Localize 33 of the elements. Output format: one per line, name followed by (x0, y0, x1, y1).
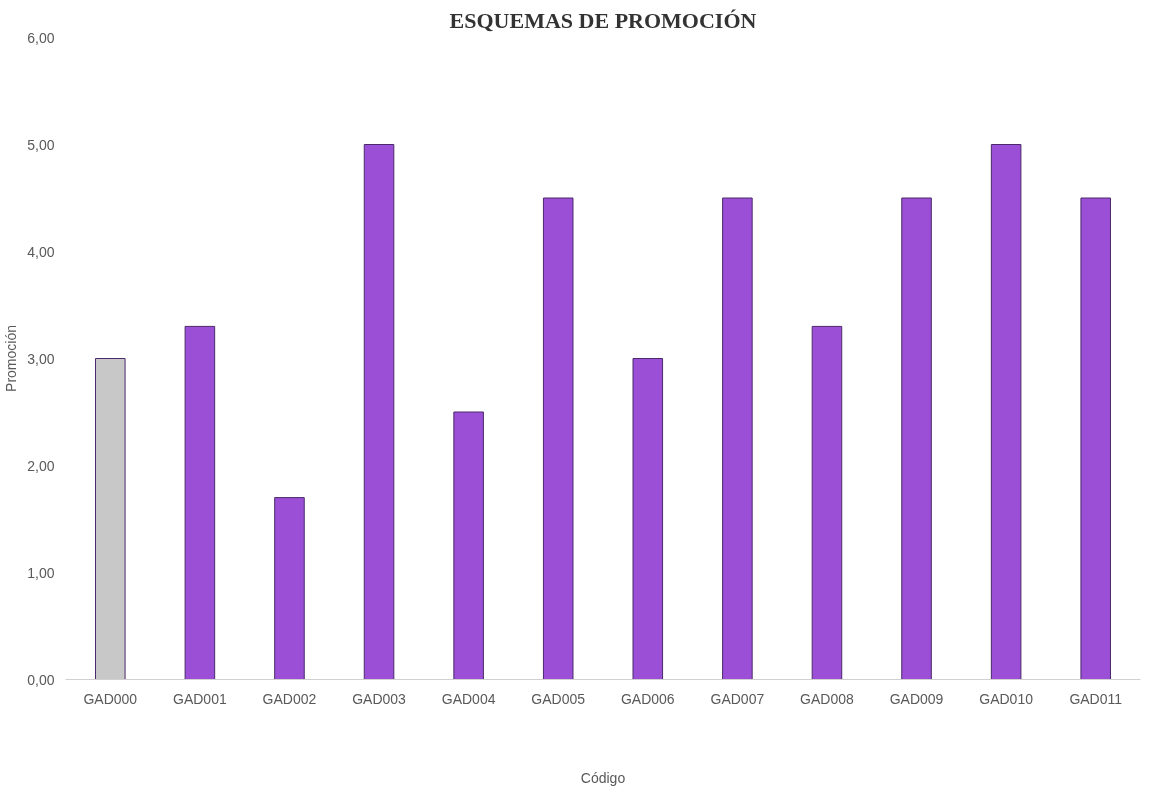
x-tick-label: GAD001 (173, 690, 227, 707)
x-tick-label: GAD002 (262, 690, 317, 707)
x-tick-label: GAD011 (1069, 690, 1123, 707)
chart-title: ESQUEMAS DE PROMOCIÓN (449, 7, 757, 33)
x-tick-label: GAD003 (352, 690, 407, 707)
bar (363, 144, 395, 680)
y-tick-label: 3,00 (27, 350, 55, 367)
bar (811, 325, 843, 680)
y-tick-label: 1,00 (27, 564, 55, 581)
y-tick-label: 4,00 (27, 243, 55, 260)
x-tick-label: GAD000 (83, 690, 138, 707)
bar (542, 197, 574, 680)
bar (990, 144, 1022, 680)
x-tick-label: GAD008 (800, 690, 855, 707)
x-axis-title: Código (580, 769, 626, 786)
y-tick-label: 6,00 (27, 29, 55, 46)
x-tick-label: GAD005 (531, 690, 586, 707)
bar (632, 358, 664, 680)
x-tick-label: GAD009 (889, 690, 944, 707)
x-tick-label: GAD010 (979, 690, 1034, 707)
y-tick-label: 0,00 (27, 671, 55, 688)
bar (1080, 197, 1111, 680)
bar (722, 197, 753, 680)
bar (184, 325, 216, 680)
y-tick-label: 5,00 (27, 136, 55, 153)
x-tick-label: GAD007 (710, 690, 765, 707)
x-tick-label: GAD006 (620, 690, 675, 707)
x-tick-label: GAD004 (441, 690, 496, 707)
bar (274, 497, 305, 680)
bar (453, 411, 484, 680)
y-tick-label: 2,00 (27, 457, 55, 474)
y-axis-title: Promoción (3, 325, 20, 392)
bar (901, 197, 932, 680)
